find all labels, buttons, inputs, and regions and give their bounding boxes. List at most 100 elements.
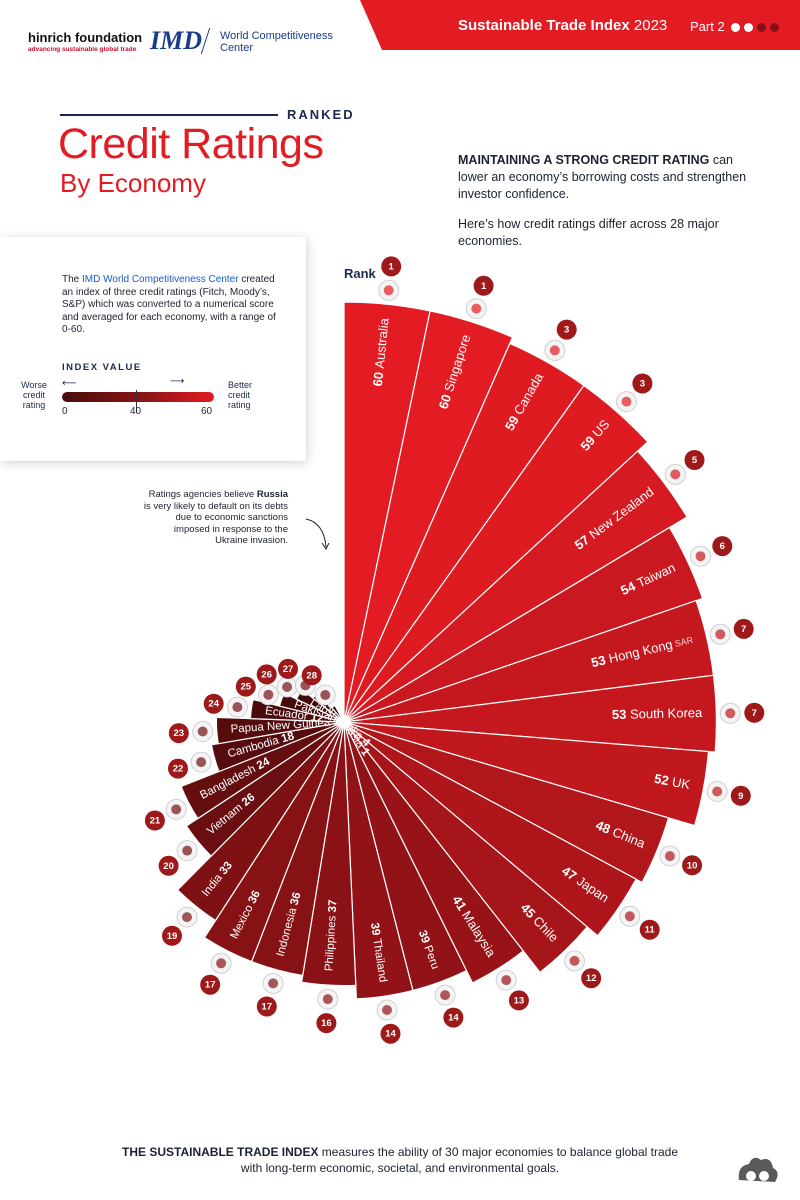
right-arrow-icon: ⟶ — [170, 376, 185, 387]
wedge-vietnam — [185, 721, 345, 857]
series-year: 2023 — [633, 17, 668, 34]
rank-badge — [682, 855, 703, 876]
imd-subtitle: World Competitiveness Center — [220, 30, 333, 54]
rank-badge-label: 17 — [205, 980, 216, 991]
hong-kong-flag-inner — [715, 629, 726, 640]
wedge-new-zealand — [343, 450, 688, 723]
rank-badge — [278, 658, 298, 679]
japan-flag-inner — [624, 911, 635, 922]
wedge-mexico — [203, 721, 345, 963]
ecuador-flag-inner — [232, 702, 243, 713]
part-label: Part 2 — [690, 19, 725, 34]
wedge-south-korea — [343, 674, 718, 753]
rank-badge-label: 1 — [389, 261, 395, 272]
wedge-singapore — [343, 310, 514, 723]
rank-badge-label: 7 — [741, 624, 746, 635]
rank-badge-label: 3 — [640, 379, 645, 390]
nav-dot-4[interactable] — [770, 23, 779, 32]
wedge-taiwan — [343, 526, 704, 723]
us-flag-inner — [621, 396, 632, 407]
hinrich-logo-text: hinrich foundation — [28, 30, 143, 45]
rank-badge — [200, 974, 221, 995]
info-panel — [0, 237, 306, 461]
scale-min: 0 — [62, 406, 68, 417]
intro-second: Here’s how credit ratings differ across … — [458, 217, 719, 248]
mexico-flag-inner — [216, 958, 227, 969]
footer-rest: measures the ability of 30 major economi… — [240, 1145, 678, 1175]
rank-badge-label: 26 — [261, 669, 272, 680]
rank-badge-label: 22 — [173, 764, 184, 775]
wedge-us — [343, 384, 649, 723]
info-text: The IMD World Competitiveness Center cre… — [62, 274, 287, 337]
rank-badge-label: 5 — [692, 455, 698, 466]
wedge-philippines — [300, 721, 357, 987]
laos-flag-inner — [282, 682, 293, 692]
rank-badge — [473, 275, 494, 296]
rank-badge — [632, 373, 653, 394]
peru-flag-inner — [440, 990, 451, 1001]
russia-note-post: is very likely to default on its debts d… — [143, 500, 288, 547]
rank-badge — [256, 664, 277, 685]
wedge-uk — [343, 721, 710, 827]
bangladesh-flag-inner — [171, 804, 182, 815]
rank-header: Rank — [344, 266, 377, 281]
worse-label: Worse credit rating — [21, 380, 47, 410]
china-flag-inner — [664, 851, 675, 862]
papua-new-guinea-flag-inner — [197, 726, 208, 737]
rank-badge — [581, 968, 602, 989]
hinrich-tagline: advancing sustainable global trade — [28, 46, 137, 53]
rank-badge-label: 10 — [687, 860, 698, 871]
nav-dot-3[interactable] — [757, 23, 766, 32]
nav-dot-1[interactable] — [731, 23, 740, 32]
uk-flag-inner — [712, 786, 723, 797]
index-gradient-bar — [62, 392, 214, 402]
rank-badge-label: 25 — [241, 682, 252, 693]
info-pre: The — [62, 274, 83, 285]
nav-dot-2[interactable] — [744, 23, 753, 32]
rank-badge-label: 16 — [321, 1018, 332, 1029]
wedge-label: 53 South Korea — [612, 705, 703, 722]
rank-badge-label: 27 — [283, 664, 294, 675]
australia-flag-inner — [383, 285, 394, 296]
taiwan-flag-inner — [695, 551, 706, 562]
rank-badge — [380, 1023, 401, 1044]
rank-badge — [235, 676, 256, 697]
rank-badge — [162, 925, 182, 946]
wedge-thailand — [343, 721, 414, 1000]
rank-badge-label: 24 — [208, 699, 219, 710]
india-flag-inner — [182, 912, 192, 923]
wedge-label: Philippines 37 — [323, 899, 339, 971]
header-bar: hinrich foundation advancing sustainable… — [0, 0, 800, 60]
left-arrow-icon: ⟵ — [62, 378, 77, 389]
wedge-bangladesh — [180, 721, 345, 820]
rank-badge-label: 12 — [586, 973, 597, 984]
rank-badge — [639, 919, 660, 940]
wedge-papua-new-guinea — [215, 716, 345, 745]
rank-badge — [301, 665, 322, 686]
better-label: Better credit rating — [228, 380, 253, 410]
rank-badge-label: 14 — [385, 1029, 396, 1040]
south-korea-flag-inner — [725, 708, 736, 719]
intro-lead-rest: can lower an economy’s borrowing costs a… — [458, 153, 747, 201]
malaysia-flag-inner — [501, 975, 512, 986]
rank-badge-label: 14 — [448, 1013, 459, 1024]
wedge-label: 60 Australia — [370, 317, 392, 388]
wedge-cambodia — [210, 721, 345, 773]
rank-badge — [556, 319, 577, 340]
rank-badge-label: 23 — [174, 728, 185, 739]
intro-lead-bold: MAINTAINING A STRONG CREDIT RATING — [458, 153, 710, 167]
rank-badge-label: 6 — [720, 541, 725, 552]
russia-flag-inner — [320, 690, 331, 700]
vietnam-flag-inner — [182, 845, 193, 856]
philippines-flag-inner — [322, 994, 333, 1005]
russia-annotation: Ratings agencies believe Russia is very … — [142, 489, 288, 547]
wedge-china — [343, 721, 670, 884]
scale-mid: 40 — [130, 406, 142, 417]
indonesia-flag-inner — [268, 978, 279, 989]
footer-note: THE SUSTAINABLE TRADE INDEX measures the… — [120, 1144, 680, 1176]
rank-badge — [168, 758, 188, 779]
rank-badge — [144, 810, 165, 831]
series-title: Sustainable Trade Index 2023 — [458, 17, 667, 34]
singapore-flag-inner — [471, 303, 482, 314]
